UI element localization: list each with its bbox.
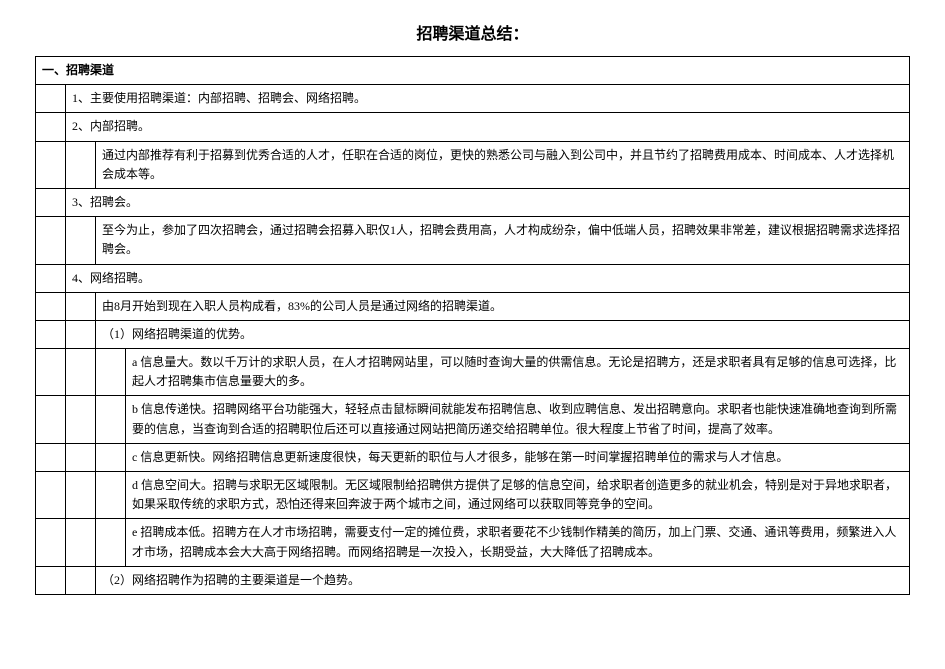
- indent-cell: [36, 519, 66, 566]
- indent-cell: [36, 472, 66, 519]
- indent-cell: [36, 264, 66, 292]
- table-row: b 信息传递快。招聘网络平台功能强大，轻轻点击鼠标瞬间就能发布招聘信息、收到应聘…: [36, 396, 910, 443]
- cell-text: d 信息空间大。招聘与求职无区域限制。无区域限制给招聘供方提供了足够的信息空间，…: [126, 472, 910, 519]
- indent-cell: [66, 141, 96, 188]
- table-row: 至今为止，参加了四次招聘会，通过招聘会招募入职仅1人，招聘会费用高，人才构成纷杂…: [36, 217, 910, 264]
- table-row: 1、主要使用招聘渠道：内部招聘、招聘会、网络招聘。: [36, 85, 910, 113]
- cell-text: c 信息更新快。网络招聘信息更新速度很快，每天更新的职位与人才很多，能够在第一时…: [126, 443, 910, 471]
- cell-text: 由8月开始到现在入职人员构成看，83%的公司人员是通过网络的招聘渠道。: [96, 292, 910, 320]
- indent-cell: [96, 519, 126, 566]
- cell-text: 通过内部推荐有利于招募到优秀合适的人才，任职在合适的岗位，更快的熟悉公司与融入到…: [96, 141, 910, 188]
- table-row: 通过内部推荐有利于招募到优秀合适的人才，任职在合适的岗位，更快的熟悉公司与融入到…: [36, 141, 910, 188]
- cell-text: 至今为止，参加了四次招聘会，通过招聘会招募入职仅1人，招聘会费用高，人才构成纷杂…: [96, 217, 910, 264]
- indent-cell: [66, 217, 96, 264]
- section-header-row: 一、招聘渠道: [36, 57, 910, 85]
- cell-text: 4、网络招聘。: [66, 264, 910, 292]
- table-row: 由8月开始到现在入职人员构成看，83%的公司人员是通过网络的招聘渠道。: [36, 292, 910, 320]
- indent-cell: [36, 396, 66, 443]
- indent-cell: [96, 443, 126, 471]
- indent-cell: [36, 85, 66, 113]
- indent-cell: [36, 141, 66, 188]
- indent-cell: [36, 320, 66, 348]
- cell-text: 3、招聘会。: [66, 188, 910, 216]
- table-row: 3、招聘会。: [36, 188, 910, 216]
- table-row: 4、网络招聘。: [36, 264, 910, 292]
- cell-text: 2、内部招聘。: [66, 113, 910, 141]
- indent-cell: [36, 349, 66, 396]
- cell-text: b 信息传递快。招聘网络平台功能强大，轻轻点击鼠标瞬间就能发布招聘信息、收到应聘…: [126, 396, 910, 443]
- table-row: a 信息量大。数以千万计的求职人员，在人才招聘网站里，可以随时查询大量的供需信息…: [36, 349, 910, 396]
- indent-cell: [96, 349, 126, 396]
- indent-cell: [66, 292, 96, 320]
- table-row: d 信息空间大。招聘与求职无区域限制。无区域限制给招聘供方提供了足够的信息空间，…: [36, 472, 910, 519]
- indent-cell: [66, 519, 96, 566]
- indent-cell: [96, 472, 126, 519]
- indent-cell: [36, 443, 66, 471]
- indent-cell: [66, 349, 96, 396]
- table-row: （2）网络招聘作为招聘的主要渠道是一个趋势。: [36, 566, 910, 594]
- indent-cell: [36, 188, 66, 216]
- indent-cell: [36, 292, 66, 320]
- table-row: c 信息更新快。网络招聘信息更新速度很快，每天更新的职位与人才很多，能够在第一时…: [36, 443, 910, 471]
- table-row: 2、内部招聘。: [36, 113, 910, 141]
- cell-text: （1）网络招聘渠道的优势。: [96, 320, 910, 348]
- cell-text: （2）网络招聘作为招聘的主要渠道是一个趋势。: [96, 566, 910, 594]
- indent-cell: [36, 566, 66, 594]
- cell-text: e 招聘成本低。招聘方在人才市场招聘，需要支付一定的摊位费，求职者要花不少钱制作…: [126, 519, 910, 566]
- content-table: 一、招聘渠道 1、主要使用招聘渠道：内部招聘、招聘会、网络招聘。 2、内部招聘。…: [35, 56, 910, 595]
- indent-cell: [66, 472, 96, 519]
- indent-cell: [66, 320, 96, 348]
- section-header: 一、招聘渠道: [36, 57, 910, 85]
- indent-cell: [66, 566, 96, 594]
- indent-cell: [66, 443, 96, 471]
- document-title: 招聘渠道总结：: [35, 20, 910, 44]
- cell-text: a 信息量大。数以千万计的求职人员，在人才招聘网站里，可以随时查询大量的供需信息…: [126, 349, 910, 396]
- indent-cell: [36, 217, 66, 264]
- indent-cell: [66, 396, 96, 443]
- cell-text: 1、主要使用招聘渠道：内部招聘、招聘会、网络招聘。: [66, 85, 910, 113]
- indent-cell: [96, 396, 126, 443]
- indent-cell: [36, 113, 66, 141]
- table-row: （1）网络招聘渠道的优势。: [36, 320, 910, 348]
- table-row: e 招聘成本低。招聘方在人才市场招聘，需要支付一定的摊位费，求职者要花不少钱制作…: [36, 519, 910, 566]
